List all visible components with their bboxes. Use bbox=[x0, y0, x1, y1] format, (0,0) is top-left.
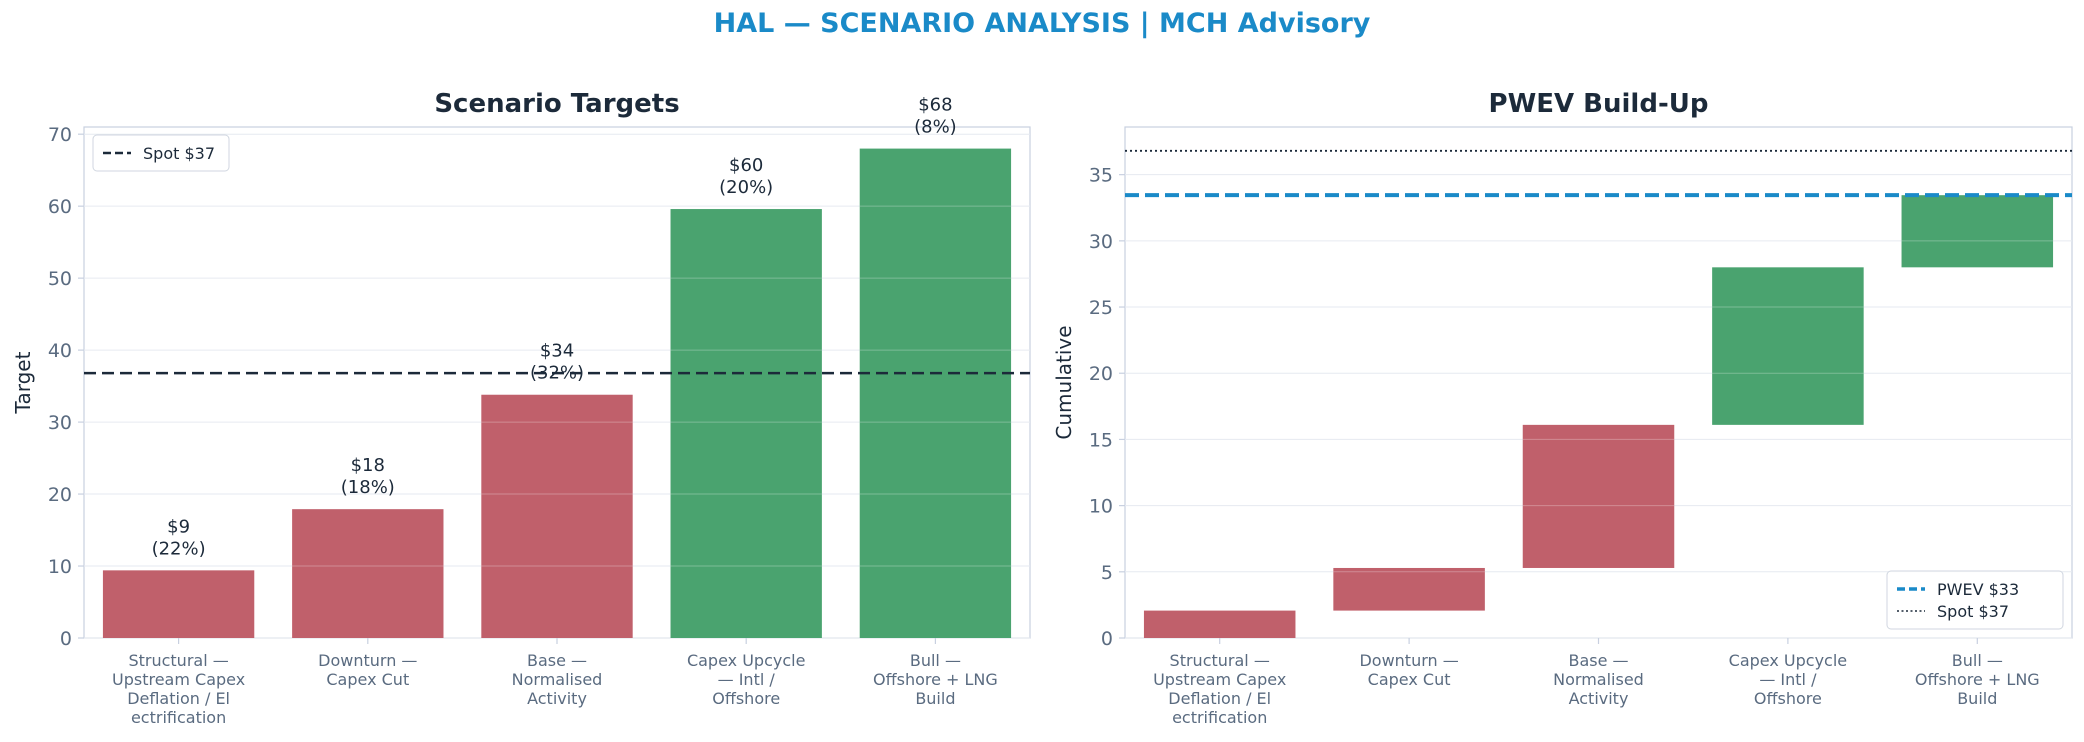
y-tick-label: 70 bbox=[48, 124, 72, 146]
bar bbox=[481, 394, 633, 638]
pwev-buildup-panel: PWEV Build-Up Cumulative 0 5 10 15 20 25 30 35 Str… bbox=[1052, 89, 2073, 727]
y-tick-label: 40 bbox=[48, 340, 72, 362]
x-tick-label: Structural — Upstream Capex Deflation / El… bbox=[112, 651, 245, 727]
legend-label: Spot $37 bbox=[143, 144, 215, 163]
bar bbox=[1333, 567, 1485, 611]
y-tick-label: 20 bbox=[1089, 363, 1113, 385]
y-tick-label: 5 bbox=[1101, 562, 1113, 584]
data-label: $60 (20%) bbox=[719, 155, 773, 198]
y-tick-label: 25 bbox=[1089, 297, 1113, 319]
bar bbox=[292, 509, 444, 638]
x-tick-label: Base — Normalised Activity bbox=[512, 651, 603, 708]
y-tick-label: 30 bbox=[48, 412, 72, 434]
data-label: $68 (8%) bbox=[914, 95, 957, 138]
legend-label: PWEV $33 bbox=[1937, 580, 2019, 599]
bar bbox=[1712, 267, 1864, 425]
legend-box bbox=[1886, 570, 2064, 630]
x-tick-label: Bull — Offshore + LNG Build bbox=[1915, 651, 2040, 708]
y-axis-label: Target bbox=[11, 351, 35, 414]
bar bbox=[1901, 195, 2054, 268]
data-label: $34 (32%) bbox=[530, 341, 584, 384]
y-tick-label: 30 bbox=[1089, 231, 1113, 253]
legend-label: Spot $37 bbox=[1937, 602, 2009, 621]
scenario-targets-panel: Scenario Targets Target 0 10 20 30 40 50 60 70 Str… bbox=[11, 89, 1031, 727]
x-tick-label: Downturn — Capex Cut bbox=[1359, 651, 1458, 689]
legend-box bbox=[92, 134, 230, 172]
y-tick-label: 50 bbox=[48, 268, 72, 290]
y-tick-label: 35 bbox=[1089, 165, 1113, 187]
data-label: $9 (22%) bbox=[152, 516, 206, 559]
x-tick-label: Base — Normalised Activity bbox=[1553, 651, 1644, 708]
y-axis-label: Cumulative bbox=[1052, 325, 1076, 439]
bar bbox=[1522, 424, 1675, 568]
x-tick-label: Capex Upcycle — Intl / Offshore bbox=[1729, 651, 1847, 708]
figure-title: HAL — SCENARIO ANALYSIS | MCH Advisory bbox=[713, 8, 1371, 39]
bar bbox=[670, 209, 822, 638]
y-tick-label: 60 bbox=[48, 196, 72, 218]
x-tick-label: Bull — Offshore + LNG Build bbox=[873, 651, 998, 708]
bar bbox=[102, 570, 255, 638]
y-tick-label: 0 bbox=[60, 628, 72, 650]
y-tick-label: 0 bbox=[1101, 628, 1113, 650]
bar bbox=[859, 148, 1012, 638]
y-tick-label: 10 bbox=[1089, 496, 1113, 518]
x-tick-label: Capex Upcycle — Intl / Offshore bbox=[687, 651, 805, 708]
bar bbox=[1143, 610, 1296, 638]
chart-title: PWEV Build-Up bbox=[1489, 89, 1709, 119]
x-tick-label: Downturn — Capex Cut bbox=[318, 651, 417, 689]
x-tick-label: Structural — Upstream Capex Deflation / El… bbox=[1153, 651, 1286, 727]
y-tick-label: 20 bbox=[48, 484, 72, 506]
data-label: $18 (18%) bbox=[341, 455, 395, 498]
y-tick-label: 10 bbox=[48, 556, 72, 578]
y-tick-label: 15 bbox=[1089, 429, 1113, 451]
chart-title: Scenario Targets bbox=[434, 89, 679, 119]
